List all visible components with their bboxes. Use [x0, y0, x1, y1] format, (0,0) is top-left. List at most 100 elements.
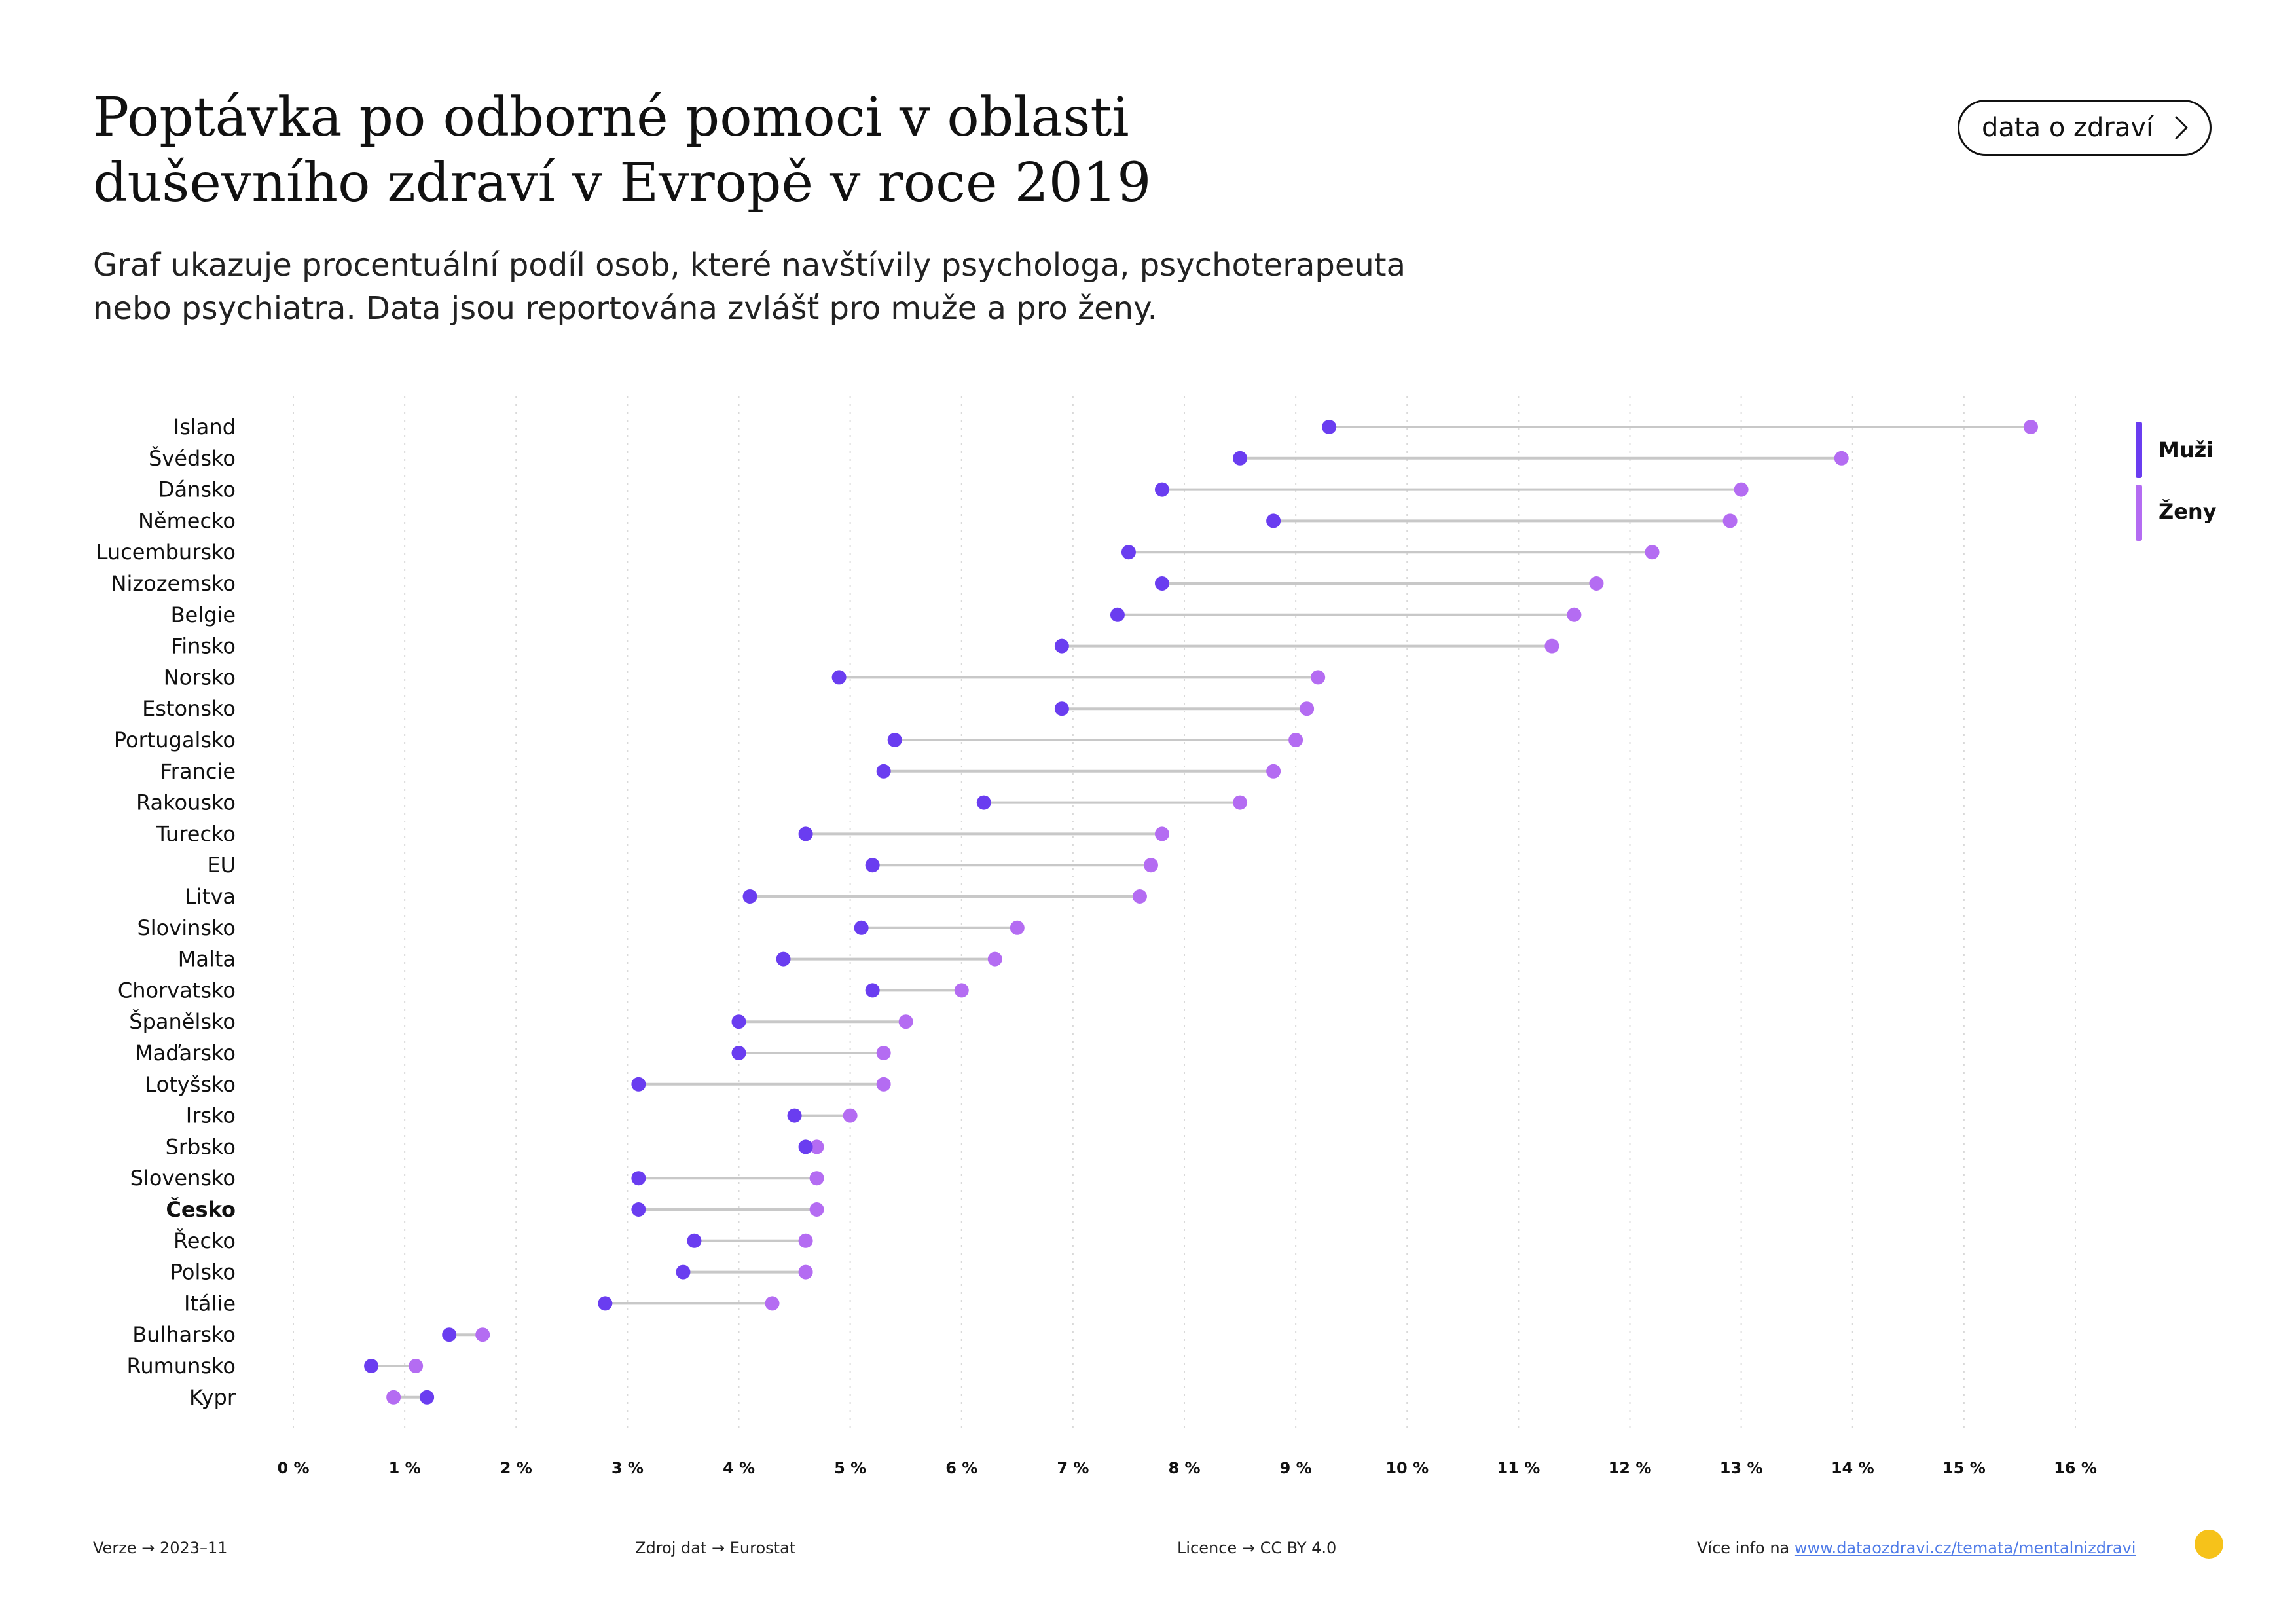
legend-swatch-women — [2136, 485, 2142, 541]
point-men — [1233, 451, 1248, 466]
x-tick-label: 8 % — [1168, 1459, 1200, 1477]
country-label: Belgie — [171, 602, 236, 627]
point-women — [954, 983, 969, 998]
point-men — [787, 1108, 802, 1123]
point-women — [1734, 482, 1749, 497]
country-label: Slovinsko — [137, 915, 236, 940]
point-women — [1143, 858, 1158, 873]
data-o-zdravi-button-label: data o zdraví — [1982, 113, 2154, 143]
dumbbell-chart: 0 % 1 % 2 % 3 % 4 % 5 % 6 % 7 % 8 % 9 % 10 % 11 % 12… — [96, 396, 2097, 1477]
chevron-right-icon — [2175, 116, 2188, 139]
country-label: Česko — [166, 1196, 236, 1222]
x-tick-label: 14 % — [1831, 1459, 1874, 1477]
point-women — [475, 1327, 490, 1342]
point-men — [1322, 420, 1337, 434]
point-women — [843, 1108, 858, 1123]
point-women — [898, 1014, 913, 1029]
chart-title: Poptávka po odborné pomoci v oblasti duš… — [93, 85, 1337, 216]
point-men — [1266, 513, 1281, 528]
point-women — [386, 1390, 401, 1405]
point-women — [876, 1046, 891, 1060]
footer-more-info-link[interactable]: www.dataozdravi.cz/temata/mentalnizdravi — [1794, 1539, 2136, 1557]
country-label: Litva — [185, 884, 236, 909]
point-women — [409, 1359, 424, 1373]
country-label: Polsko — [170, 1260, 236, 1285]
footer-version: Verze → 2023–11 — [93, 1539, 228, 1557]
data-o-zdravi-button[interactable]: data o zdraví — [1958, 100, 2212, 156]
country-label: Bulharsko — [132, 1322, 236, 1347]
point-men — [976, 795, 991, 810]
point-men — [631, 1171, 646, 1186]
footer-license: Licence → CC BY 4.0 — [1177, 1539, 1336, 1557]
country-label: Finsko — [171, 634, 236, 659]
point-men — [1054, 701, 1069, 716]
point-women — [809, 1171, 824, 1186]
footer-source: Zdroj dat → Eurostat — [635, 1539, 795, 1557]
country-label: Norsko — [164, 665, 236, 690]
country-label: Nizozemsko — [111, 571, 236, 596]
chart-subtitle: Graf ukazuje procentuální podíl osob, kt… — [93, 244, 1730, 330]
point-women — [2023, 420, 2038, 434]
point-men — [631, 1077, 646, 1092]
chart-title-line-1: Poptávka po odborné pomoci v oblasti — [93, 86, 1129, 149]
country-label: Španělsko — [129, 1008, 236, 1034]
point-men — [364, 1359, 379, 1373]
point-women — [1300, 701, 1315, 716]
point-women — [987, 951, 1002, 967]
country-label: Kypr — [189, 1385, 236, 1410]
point-men — [1110, 607, 1125, 622]
chart-subtitle-line-1: Graf ukazuje procentuální podíl osob, kt… — [93, 247, 1406, 284]
point-men — [1154, 576, 1169, 591]
point-men — [631, 1202, 646, 1217]
country-label: Portugalsko — [114, 728, 236, 752]
country-label: Maďarsko — [135, 1041, 236, 1065]
x-tick-label: 3 % — [611, 1459, 644, 1477]
legend-label-women: Ženy — [2159, 499, 2217, 524]
country-label: Srbsko — [166, 1134, 236, 1159]
country-label: EU — [207, 853, 236, 877]
point-men — [731, 1046, 746, 1060]
point-men — [731, 1014, 746, 1029]
point-men — [876, 764, 891, 779]
footer-version-value: 2023–11 — [159, 1539, 228, 1557]
country-label: Irsko — [186, 1103, 236, 1128]
point-men — [887, 733, 902, 747]
point-women — [1132, 889, 1147, 904]
point-men — [676, 1264, 691, 1280]
point-men — [687, 1233, 702, 1248]
footer-more-info: Více info na www.dataozdravi.cz/temata/m… — [1697, 1539, 2136, 1557]
country-label: Rumunsko — [127, 1354, 236, 1378]
point-men — [865, 983, 880, 998]
x-tick-label: 7 % — [1057, 1459, 1089, 1477]
country-label: Itálie — [184, 1291, 236, 1316]
legend-swatch-men — [2136, 422, 2142, 478]
x-tick-label: 16 % — [2054, 1459, 2097, 1477]
point-women — [1266, 764, 1281, 779]
point-women — [798, 1233, 813, 1248]
footer-more-info-label: Více info na — [1697, 1539, 1790, 1557]
country-label: Turecko — [155, 821, 236, 846]
point-men — [1154, 482, 1169, 497]
point-women — [876, 1077, 891, 1092]
country-label: Slovensko — [130, 1166, 236, 1190]
country-label: Německo — [138, 508, 236, 533]
x-tick-label: 9 % — [1280, 1459, 1312, 1477]
point-men — [798, 826, 813, 841]
point-men — [854, 920, 869, 935]
point-women — [1010, 920, 1025, 935]
footer-license-value: CC BY 4.0 — [1260, 1539, 1337, 1557]
footer-source-label: Zdroj dat — [635, 1539, 707, 1557]
x-tick-label: 1 % — [389, 1459, 421, 1477]
footer-arrow: → — [1241, 1539, 1255, 1557]
country-label: Francie — [160, 759, 236, 784]
chart-subtitle-line-2: nebo psychiatra. Data jsou reportována z… — [93, 290, 1157, 327]
point-men — [598, 1296, 613, 1311]
footer-license-label: Licence — [1177, 1539, 1237, 1557]
point-women — [765, 1296, 780, 1311]
x-tick-label: 11 % — [1497, 1459, 1540, 1477]
chart-title-line-2: duševního zdraví v Evropě v roce 2019 — [93, 152, 1152, 214]
footer-source-value: Eurostat — [729, 1539, 796, 1557]
country-label: Malta — [178, 947, 236, 972]
point-women — [1233, 795, 1248, 810]
point-men — [420, 1390, 435, 1405]
